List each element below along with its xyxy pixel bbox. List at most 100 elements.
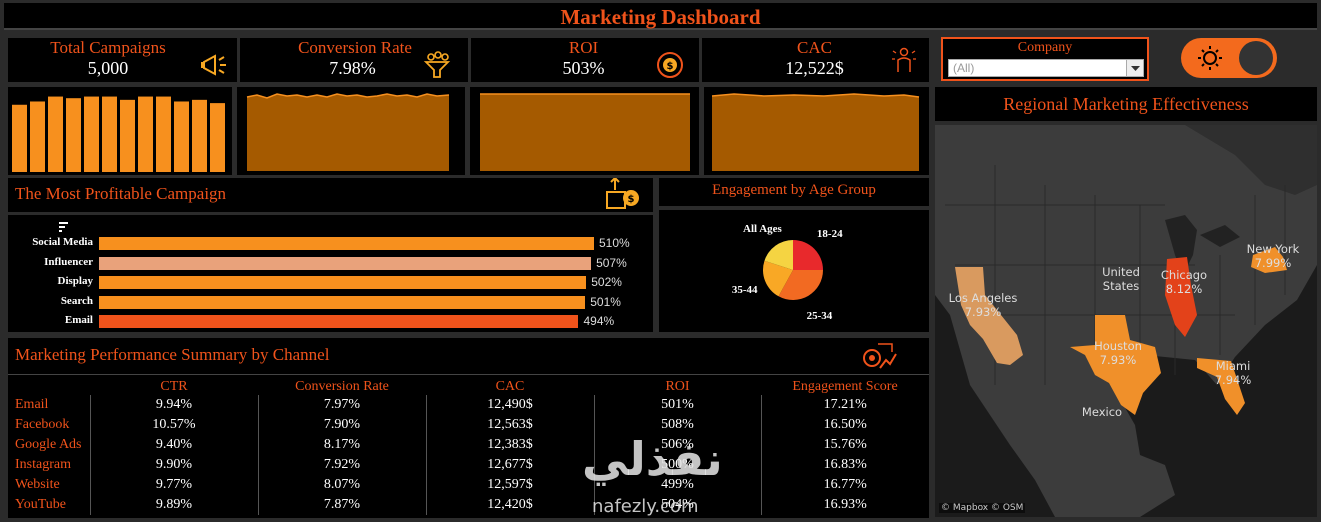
pie-slice-label: 25-34: [807, 310, 833, 322]
california-state: [955, 267, 1023, 365]
toggle-knob: [1239, 41, 1273, 75]
section-title: Marketing Performance Summary by Channel: [15, 345, 330, 364]
chevron-down-icon[interactable]: [1126, 60, 1143, 76]
spark-bar[interactable]: [102, 96, 117, 172]
table-cell: 17.21%: [760, 395, 929, 415]
city-name: New York: [1246, 242, 1300, 256]
pie-slice[interactable]: [763, 260, 793, 297]
city-marker-chicago[interactable]: Chicago 8.12%: [1157, 268, 1211, 296]
table-cell: 508%: [593, 415, 761, 435]
filter-icon[interactable]: [58, 221, 70, 233]
table-cell: 8.17%: [257, 435, 426, 455]
spark-bar[interactable]: [138, 96, 153, 172]
conversion-trend-area: [246, 93, 450, 171]
engagement-pie-chart: 18-24 25-34 35-44 All Ages: [732, 223, 843, 322]
table-cell: 504%: [593, 495, 761, 515]
regional-header: Regional Marketing Effectiveness: [935, 87, 1317, 121]
map-attribution[interactable]: © Mapbox © OSM: [939, 503, 1026, 513]
regional-map[interactable]: United States Mexico Los Angeles 7.93% C…: [935, 125, 1317, 517]
table-cell: 506%: [593, 435, 761, 455]
section-title: The Most Profitable Campaign: [15, 184, 227, 203]
channel-name: YouTube: [15, 497, 66, 512]
spark-bar[interactable]: [210, 103, 225, 172]
performance-table: CTR Conversion Rate CAC ROI Engagement S…: [8, 378, 929, 515]
city-name: Miami: [1215, 359, 1251, 373]
table-header-row: CTR Conversion Rate CAC ROI Engagement S…: [8, 378, 929, 395]
table-cell: 12,490$: [425, 395, 594, 415]
city-marker-miami[interactable]: Miami 7.94%: [1211, 359, 1255, 387]
company-select[interactable]: (All): [948, 59, 1144, 77]
spark-bar[interactable]: [174, 101, 189, 172]
bar-category-label: Search: [60, 294, 93, 307]
roi-trend-area: [480, 93, 690, 171]
column-header: CTR: [160, 378, 188, 394]
table-cell: 15.76%: [760, 435, 929, 455]
column-header: ROI: [665, 378, 690, 394]
roi-area-panel: [470, 87, 699, 175]
table-cell: 9.94%: [89, 395, 258, 415]
conversion-area-panel: [237, 87, 465, 175]
table-cell: 7.97%: [257, 395, 426, 415]
dollar-cycle-icon: $: [657, 52, 683, 78]
table-cell: 9.77%: [89, 475, 258, 495]
person-target-icon: [892, 47, 916, 72]
kpi-label: Total Campaigns: [50, 38, 166, 57]
pie-slice[interactable]: [778, 270, 823, 300]
kpi-label: CAC: [797, 38, 832, 57]
pie-slice[interactable]: [793, 240, 823, 270]
campaign-bar[interactable]: [99, 237, 594, 250]
spark-bar[interactable]: [12, 104, 27, 172]
kpi-value: 5,000: [87, 58, 129, 78]
table-cell: 12,420$: [425, 495, 594, 515]
table-cell: 7.87%: [257, 495, 426, 515]
country-label-us: United States: [1102, 265, 1140, 293]
channel-name: Email: [15, 397, 49, 412]
table-cell: 16.83%: [760, 455, 929, 475]
spark-bar[interactable]: [48, 96, 63, 172]
pie-slice[interactable]: [764, 240, 793, 270]
bar-value-label: 494%: [583, 314, 615, 328]
bar-value-label: 502%: [591, 275, 622, 289]
table-cell: 7.92%: [257, 455, 426, 475]
city-marker-los-angeles[interactable]: Los Angeles 7.93%: [947, 291, 1019, 319]
campaign-trend-chart: [12, 96, 225, 172]
campaign-roi-bars: Social Media 510% Influencer 507% Display 502…: [8, 215, 653, 332]
country-label-mexico: Mexico: [1081, 405, 1123, 419]
profitable-campaign-chart: Social Media 510% Influencer 507% Display 502…: [8, 215, 653, 332]
money-growth-icon: $: [606, 178, 639, 209]
kpi-conversion-rate: Conversion Rate 7.98%: [240, 38, 468, 82]
bar-value-label: 501%: [590, 294, 621, 309]
spark-bar[interactable]: [66, 98, 81, 172]
watermark-arabic: نفذلي: [582, 432, 723, 486]
campaign-bar[interactable]: [99, 276, 587, 289]
table-row: Facebook 10.57% 7.90% 12,563$ 508% 16.50%: [8, 415, 929, 435]
campaign-bar[interactable]: [99, 295, 586, 309]
city-marker-new-york[interactable]: New York 7.99%: [1243, 242, 1303, 270]
spark-bar[interactable]: [120, 99, 135, 172]
table-cell: 16.93%: [760, 495, 929, 515]
kpi-label: ROI: [568, 38, 599, 57]
kpi-value: 7.98%: [329, 58, 376, 78]
performance-summary-panel: Marketing Performance Summary by Channel…: [8, 338, 929, 518]
table-cell: 10.57%: [89, 415, 258, 435]
funnel-icon: [423, 51, 451, 78]
table-row: YouTube 9.89% 7.87% 12,420$ 504% 16.93%: [8, 495, 929, 515]
campaign-bar[interactable]: [99, 315, 579, 328]
city-value: 7.93%: [964, 305, 1002, 319]
engagement-pie-panel: 18-24 25-34 35-44 All Ages: [659, 210, 929, 332]
cac-area-panel: [704, 87, 929, 175]
theme-toggle[interactable]: [1181, 38, 1277, 78]
spark-bar[interactable]: [156, 96, 171, 172]
pie-slice-label: All Ages: [743, 223, 783, 235]
spark-bar[interactable]: [30, 101, 45, 172]
city-value: 7.93%: [1099, 353, 1137, 367]
sun-icon: [1198, 46, 1222, 70]
map-base: [935, 125, 1317, 517]
column-header: Engagement Score: [792, 378, 898, 394]
city-marker-houston[interactable]: Houston 7.93%: [1092, 339, 1144, 367]
bar-category-label: Social Media: [32, 236, 93, 248]
company-select-value: (All): [953, 61, 975, 75]
spark-bar[interactable]: [192, 99, 207, 172]
spark-bar[interactable]: [84, 96, 99, 172]
campaign-bar[interactable]: [99, 256, 592, 270]
